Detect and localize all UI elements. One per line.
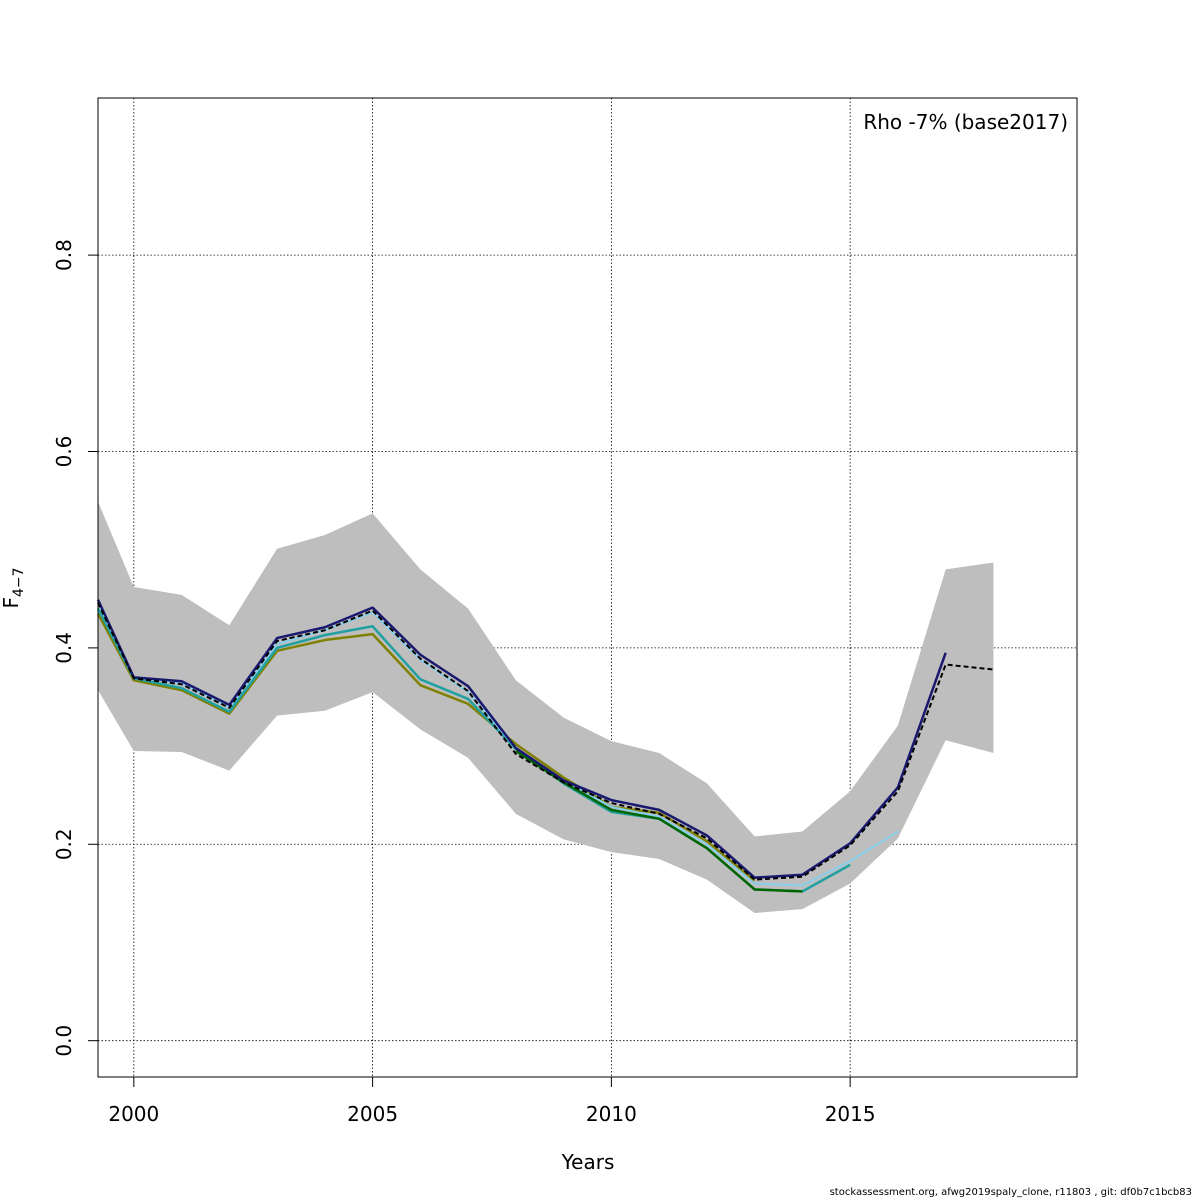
- y-axis-title-main: F: [0, 597, 23, 609]
- x-tick-label: 2005: [347, 1102, 398, 1126]
- annotation-label: Rho -7% (base2017): [863, 110, 1068, 134]
- x-axis: 2000 2005 2010 2015: [108, 1077, 876, 1126]
- x-tick-label: 2000: [108, 1102, 159, 1126]
- x-tick-label: 2015: [825, 1102, 876, 1126]
- plot-frame: [97, 97, 1078, 1078]
- confidence-band-area: [98, 501, 994, 914]
- y-tick-label: 0.0: [52, 1025, 76, 1057]
- x-tick-label: 2010: [586, 1102, 637, 1126]
- svg-text:F4−7: F4−7: [0, 567, 27, 608]
- y-axis-title-sub: 4−7: [11, 567, 27, 597]
- grid: [98, 98, 1077, 1077]
- y-axis-title: F4−7: [0, 567, 27, 608]
- x-axis-title: Years: [561, 1150, 615, 1174]
- series-lines: [96, 599, 994, 893]
- y-axis: 0.0 0.2 0.4 0.6 0.8: [52, 239, 98, 1057]
- series-line-5: [96, 599, 947, 879]
- confidence-band: [98, 501, 994, 914]
- y-tick-label: 0.2: [52, 828, 76, 860]
- footer-text: stockassessment.org, afwg2019spaly_clone…: [829, 1187, 1192, 1198]
- y-tick-label: 0.4: [52, 632, 76, 664]
- y-tick-label: 0.6: [52, 436, 76, 468]
- y-tick-label: 0.8: [52, 239, 76, 271]
